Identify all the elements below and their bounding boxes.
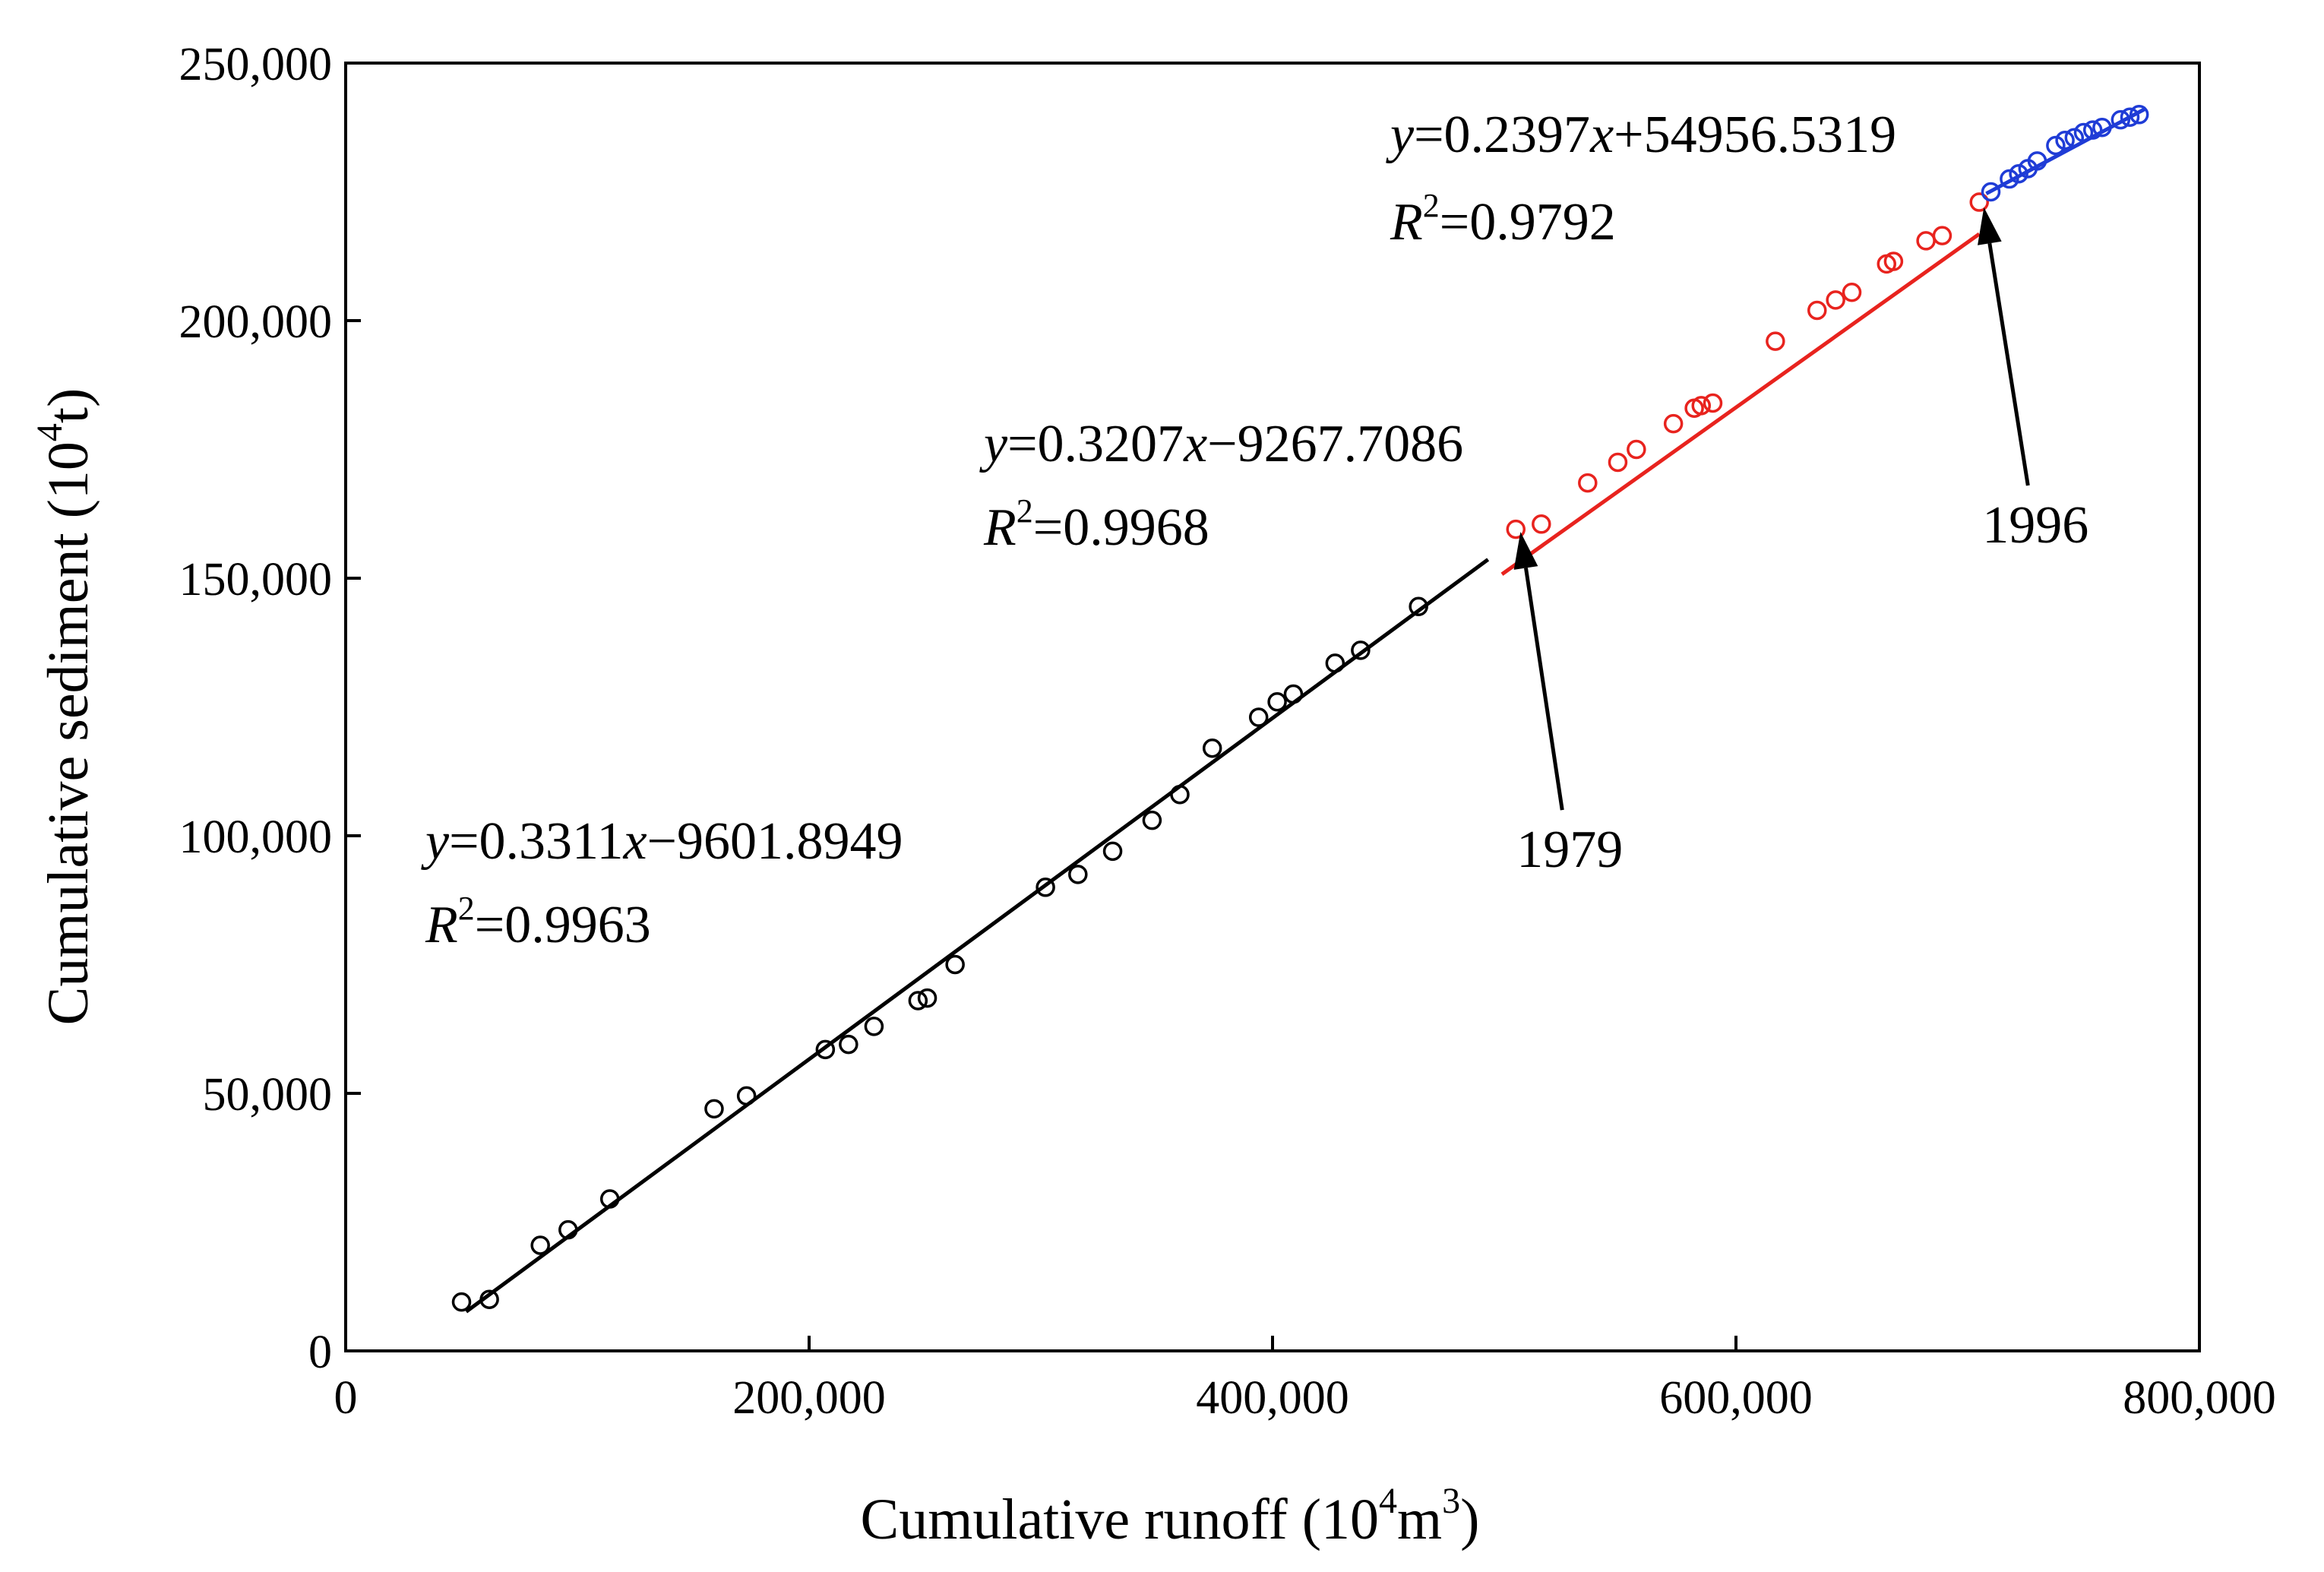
r2-series-2: R2=0.9968 [983,492,1209,557]
data-point [917,988,938,1008]
x-tick-label: 400,000 [1196,1372,1349,1424]
data-point [1691,396,1711,416]
plot-frame [344,62,2201,1352]
data-point [815,1039,836,1060]
equation-series-3: y=0.2397x+54956.5319 [1386,106,1896,164]
data-point [451,1292,472,1312]
annotation-label: 1979 [1516,821,1623,879]
ticks-layer: 0 200,000 400,000 600,000 800,000 0 50,000 100,… [179,39,2276,1424]
data-point [908,991,928,1011]
data-point [1883,251,1904,271]
x-axis-title: Cumulative runoff (104m3) [861,1481,1480,1551]
data-point [2111,109,2131,130]
data-point [1842,282,1862,302]
data-point [1981,182,2001,202]
data-point [1826,290,1845,310]
data-point [1036,878,1055,897]
data-point [1532,514,1551,534]
fit-line-series-2 [1500,232,1981,576]
x-tick-label: 0 [334,1372,358,1424]
data-point [1627,439,1646,460]
data-point [1766,331,1785,351]
fit-line-series-1 [465,558,1490,1314]
points-layer [451,105,2149,1312]
data-point [704,1099,724,1119]
r2-series-3: R2=0.9792 [1390,187,1616,251]
data-point [1608,452,1628,473]
data-point [1916,231,1936,251]
data-point [1506,519,1526,539]
data-point [1578,473,1598,493]
fit-line-series-3 [1985,106,2148,195]
data-point [1807,300,1827,321]
equation-series-1: y=0.3311x−9601.8949 [421,812,903,871]
x-tick-label: 200,000 [732,1372,886,1424]
annotation-arrow-head [1978,207,2002,245]
data-point [1351,641,1371,660]
x-tick-label: 800,000 [2123,1372,2276,1424]
y-tick-label: 0 [308,1327,332,1378]
data-point [1248,707,1269,727]
fit-lines-layer [465,106,2148,1314]
equation-series-2: y=0.3207x−9267.7086 [979,415,1463,473]
x-tick-label: 600,000 [1659,1372,1813,1424]
data-point [1102,841,1123,862]
data-point [1703,393,1723,413]
r2-series-1: R2=0.9963 [425,890,651,954]
data-point [1068,865,1088,884]
y-axis-title: Cumulative sediment (104t) [30,388,100,1026]
data-point [2055,130,2075,150]
y-tick-label: 50,000 [203,1069,333,1121]
data-point [864,1017,884,1036]
data-point [530,1235,550,1255]
data-point [1142,810,1162,830]
annotation-arrow-line [1523,568,1564,811]
arrows-layer: 1979 1996 [1513,207,2088,879]
annotation-arrow-head [1513,531,1538,570]
data-point [2000,169,2019,189]
data-point [1969,192,1989,212]
data-point [2046,135,2066,156]
annotation-arrow-line [1987,242,2030,486]
data-point [1202,738,1222,758]
data-point [1663,413,1684,434]
data-point [945,954,965,975]
data-point [1267,691,1287,712]
y-tick-label: 100,000 [179,811,333,863]
annotation-label: 1996 [1982,496,2088,555]
y-tick-label: 150,000 [179,554,333,606]
y-tick-label: 250,000 [179,39,333,90]
data-point [1932,226,1952,245]
y-tick-label: 200,000 [179,296,333,348]
equations-layer: y=0.3311x−9601.8949 R2=0.9963 y=0.3207x−… [421,106,1896,954]
data-point [2120,107,2140,127]
data-point [839,1034,858,1055]
